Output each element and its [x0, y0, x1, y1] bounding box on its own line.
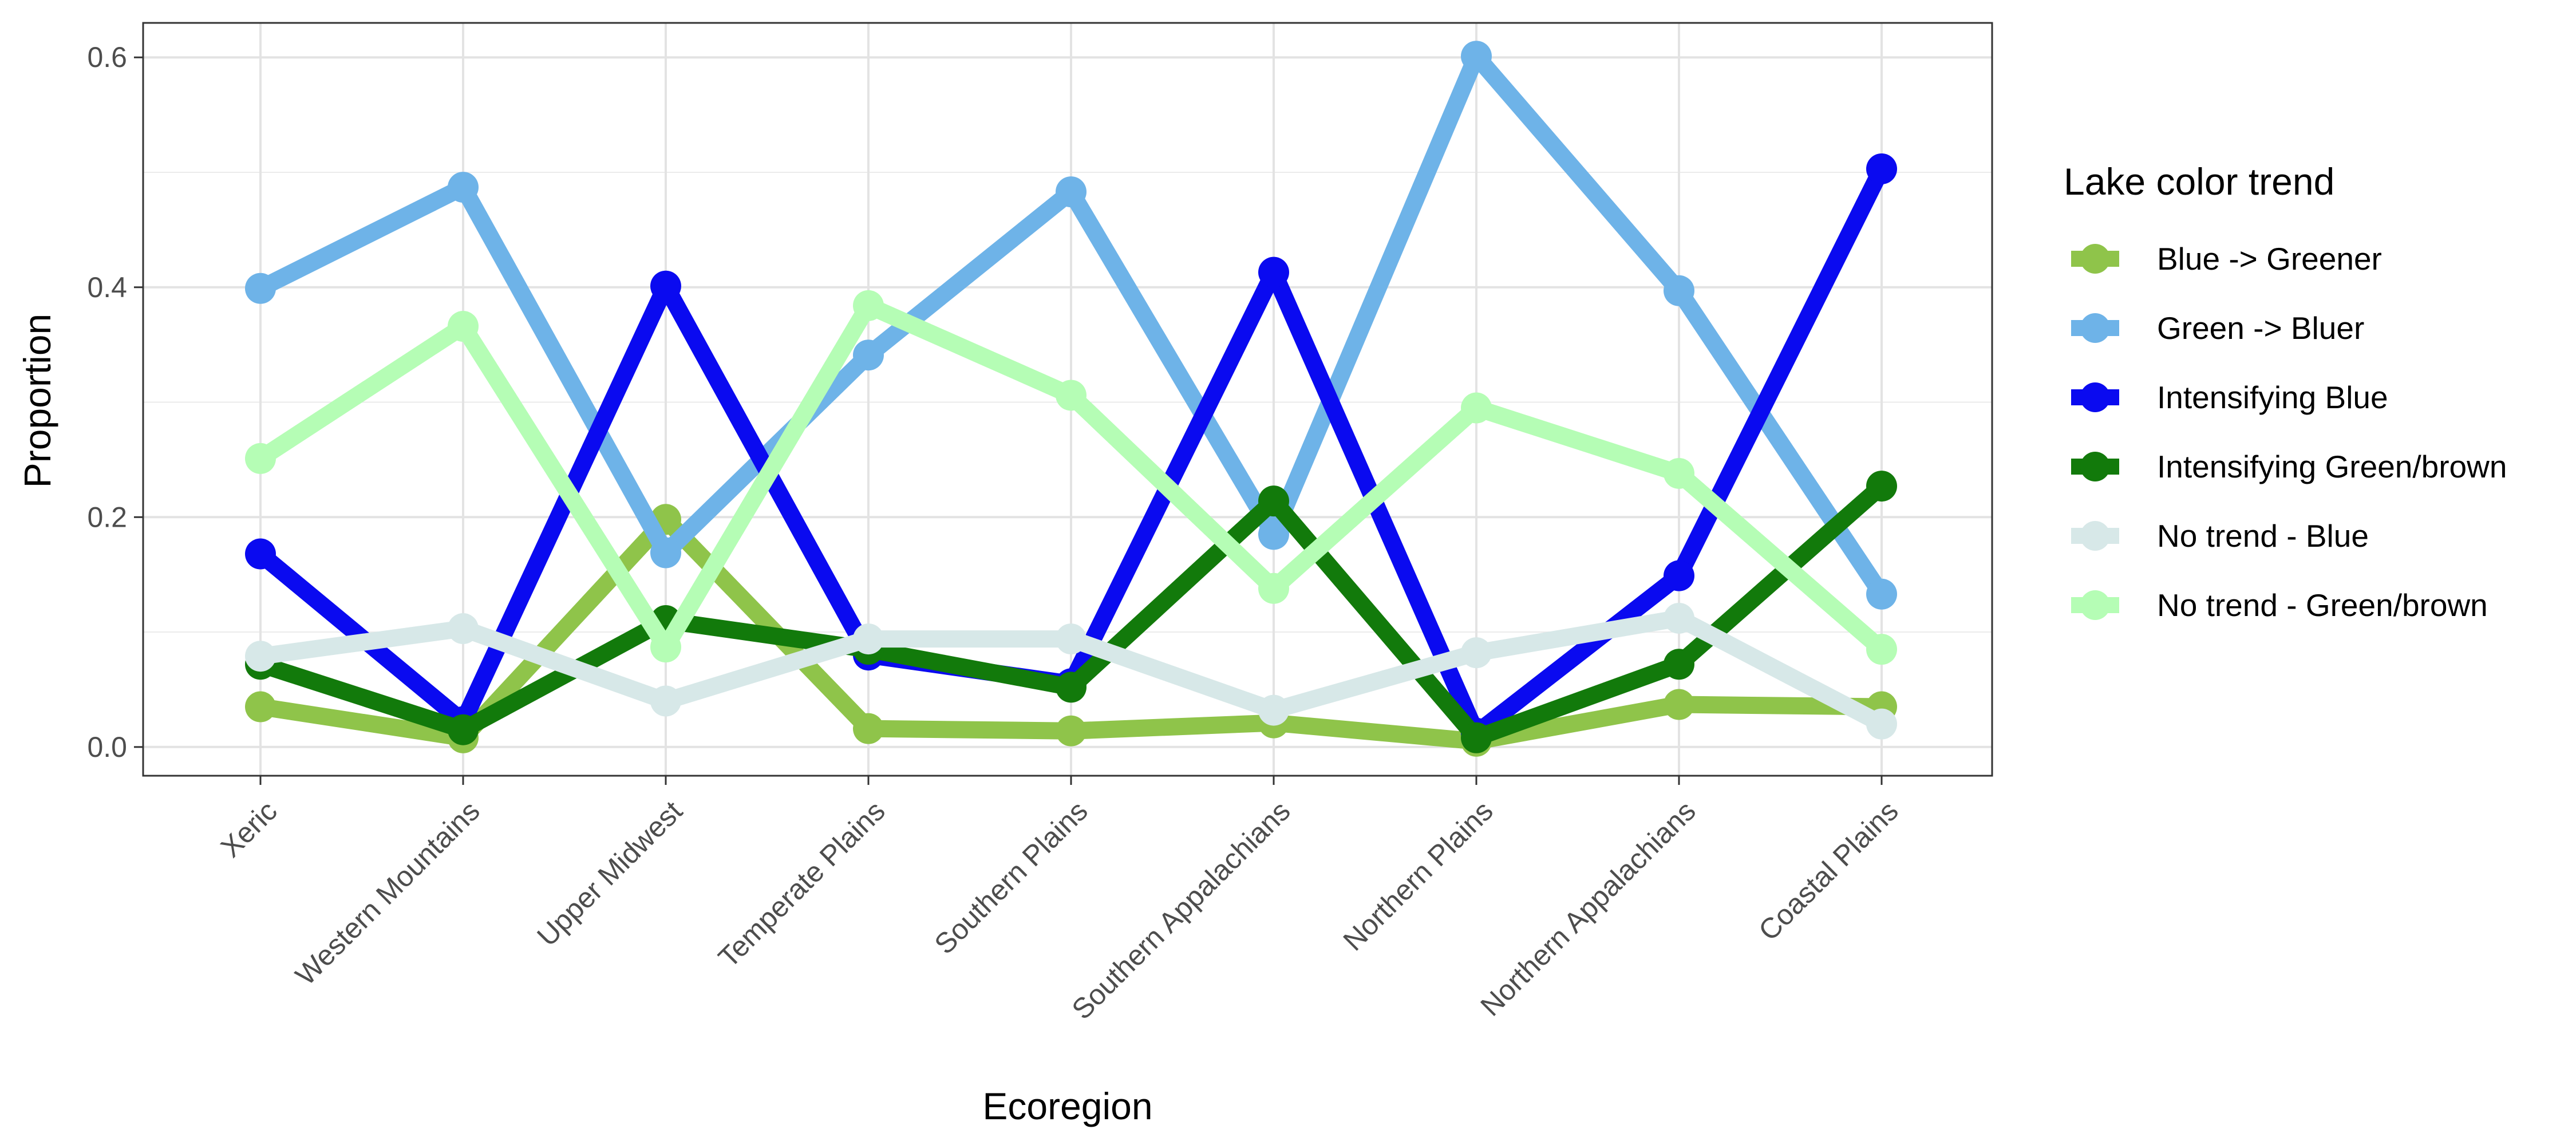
data-point [650, 685, 681, 717]
data-point [1866, 708, 1897, 740]
data-point [1664, 275, 1694, 306]
data-point [1866, 153, 1897, 184]
y-tick-label: 0.4 [87, 271, 127, 303]
data-point [853, 713, 884, 744]
data-point [650, 270, 681, 302]
data-point [245, 641, 276, 672]
data-point [1056, 715, 1086, 747]
plot-panel-border [142, 22, 1993, 777]
legend-label: Green -> Bluer [2157, 310, 2364, 346]
legend: Lake color trend Blue -> Greener Green ->… [2064, 160, 2507, 623]
data-point [1258, 485, 1289, 517]
data-point [1056, 623, 1086, 655]
legend-key-point [2080, 313, 2110, 343]
data-point [245, 443, 276, 474]
y-axis: 0.0 0.2 0.4 0.6 [87, 41, 143, 763]
data-point [245, 273, 276, 304]
legend-label: Intensifying Green/brown [2157, 449, 2507, 484]
data-point [650, 631, 681, 663]
data-point [448, 613, 479, 645]
data-point [853, 290, 884, 321]
data-point [1461, 637, 1492, 669]
data-point [1461, 392, 1492, 424]
legend-label: No trend - Blue [2157, 518, 2369, 554]
data-point [650, 537, 681, 568]
data-point [853, 339, 884, 371]
y-axis-title: Proportion [16, 314, 58, 488]
data-point [1258, 256, 1289, 288]
data-point [1258, 694, 1289, 726]
data-point [1664, 457, 1694, 489]
data-point [1056, 176, 1086, 208]
data-point [245, 538, 276, 570]
data-point [1056, 380, 1086, 411]
legend-key-point [2080, 382, 2110, 412]
data-point [1258, 572, 1289, 604]
data-point [448, 714, 479, 745]
data-point [1664, 602, 1694, 634]
data-point [1461, 722, 1492, 753]
x-axis-title: Ecoregion [982, 1085, 1152, 1127]
legend-key-point [2080, 452, 2110, 481]
data-point [1461, 41, 1492, 72]
legend-title: Lake color trend [2064, 160, 2334, 203]
data-point [1056, 672, 1086, 703]
legend-label: No trend - Green/brown [2157, 587, 2488, 623]
data-point [1258, 519, 1289, 550]
y-tick-label: 0.2 [87, 501, 127, 533]
legend-key-point [2080, 590, 2110, 620]
data-point [1664, 560, 1694, 591]
legend-key-point [2080, 244, 2110, 274]
data-point [1664, 689, 1694, 720]
data-point [1866, 471, 1897, 502]
data-point [448, 172, 479, 203]
legend-label: Blue -> Greener [2157, 241, 2382, 277]
data-point [1664, 649, 1694, 680]
data-point [853, 623, 884, 655]
y-tick-label: 0.6 [87, 41, 127, 73]
legend-key-point [2080, 521, 2110, 551]
legend-label: Intensifying Blue [2157, 380, 2388, 415]
data-point [448, 311, 479, 342]
series-lines [245, 41, 1897, 757]
data-point [1866, 578, 1897, 610]
data-point [245, 691, 276, 722]
y-tick-label: 0.0 [87, 731, 127, 763]
data-point [1866, 634, 1897, 665]
